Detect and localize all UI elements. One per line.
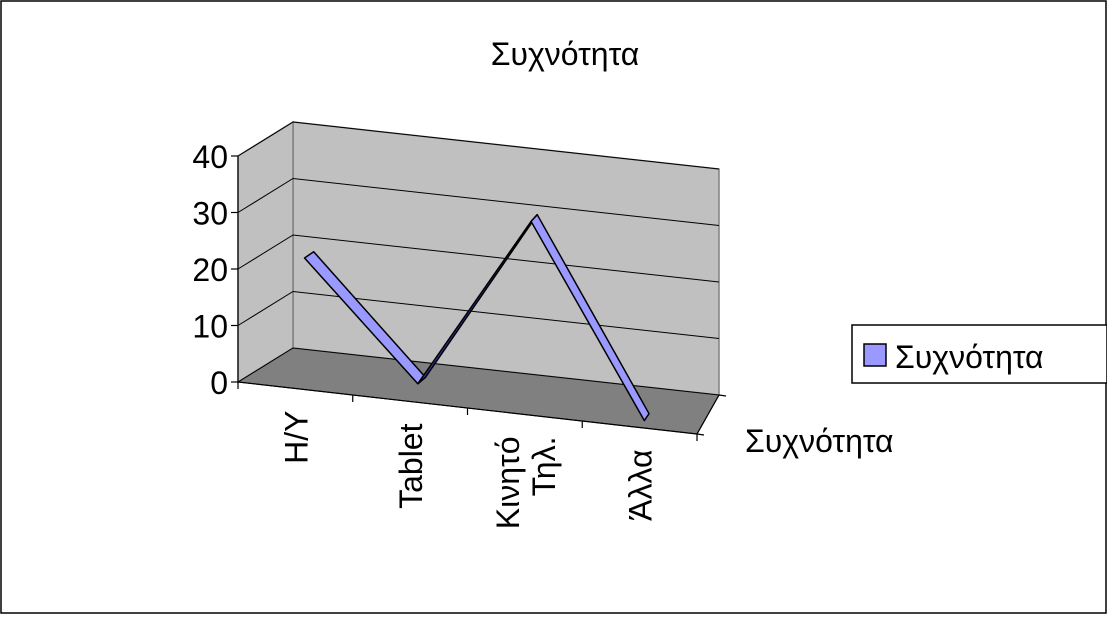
gridline	[237, 177, 720, 226]
y-tick-label: 0	[210, 365, 228, 401]
x-tick-label: Η/Υ	[278, 411, 314, 464]
gridline	[237, 234, 720, 283]
x-category-label: Άλλα	[623, 450, 659, 521]
depth-axis-label: Συχνότητα	[745, 423, 894, 459]
legend-label: Συχνότητα	[895, 339, 1044, 375]
y-tick-label: 20	[192, 252, 228, 288]
gridline	[237, 290, 720, 339]
ribbon-segment	[530, 213, 650, 422]
chart-title: Συχνότητα	[491, 36, 640, 72]
y-tick-label: 10	[192, 309, 228, 345]
depth-tick-mark	[696, 433, 705, 436]
depth-axis-line	[696, 394, 720, 435]
depth-tick-mark	[718, 394, 727, 397]
y-tick-label: 30	[192, 196, 228, 232]
gridline	[237, 347, 720, 396]
x-category-label: Η/Υ	[278, 411, 314, 464]
x-category-label: Tablet	[393, 423, 429, 509]
legend-box	[851, 324, 1107, 384]
gridline	[237, 121, 720, 170]
legend-swatch	[863, 343, 887, 367]
x-tick-label: Άλλα	[623, 450, 659, 521]
x-tick-label: Tablet	[393, 423, 429, 509]
x-category-label: Κινητό Τηλ.	[490, 437, 562, 530]
x-tick-label: Κινητό	[490, 437, 526, 530]
legend: Συχνότητα	[851, 324, 1107, 384]
y-tick-label: 40	[192, 139, 228, 175]
x-tick-label: Τηλ.	[526, 437, 562, 497]
